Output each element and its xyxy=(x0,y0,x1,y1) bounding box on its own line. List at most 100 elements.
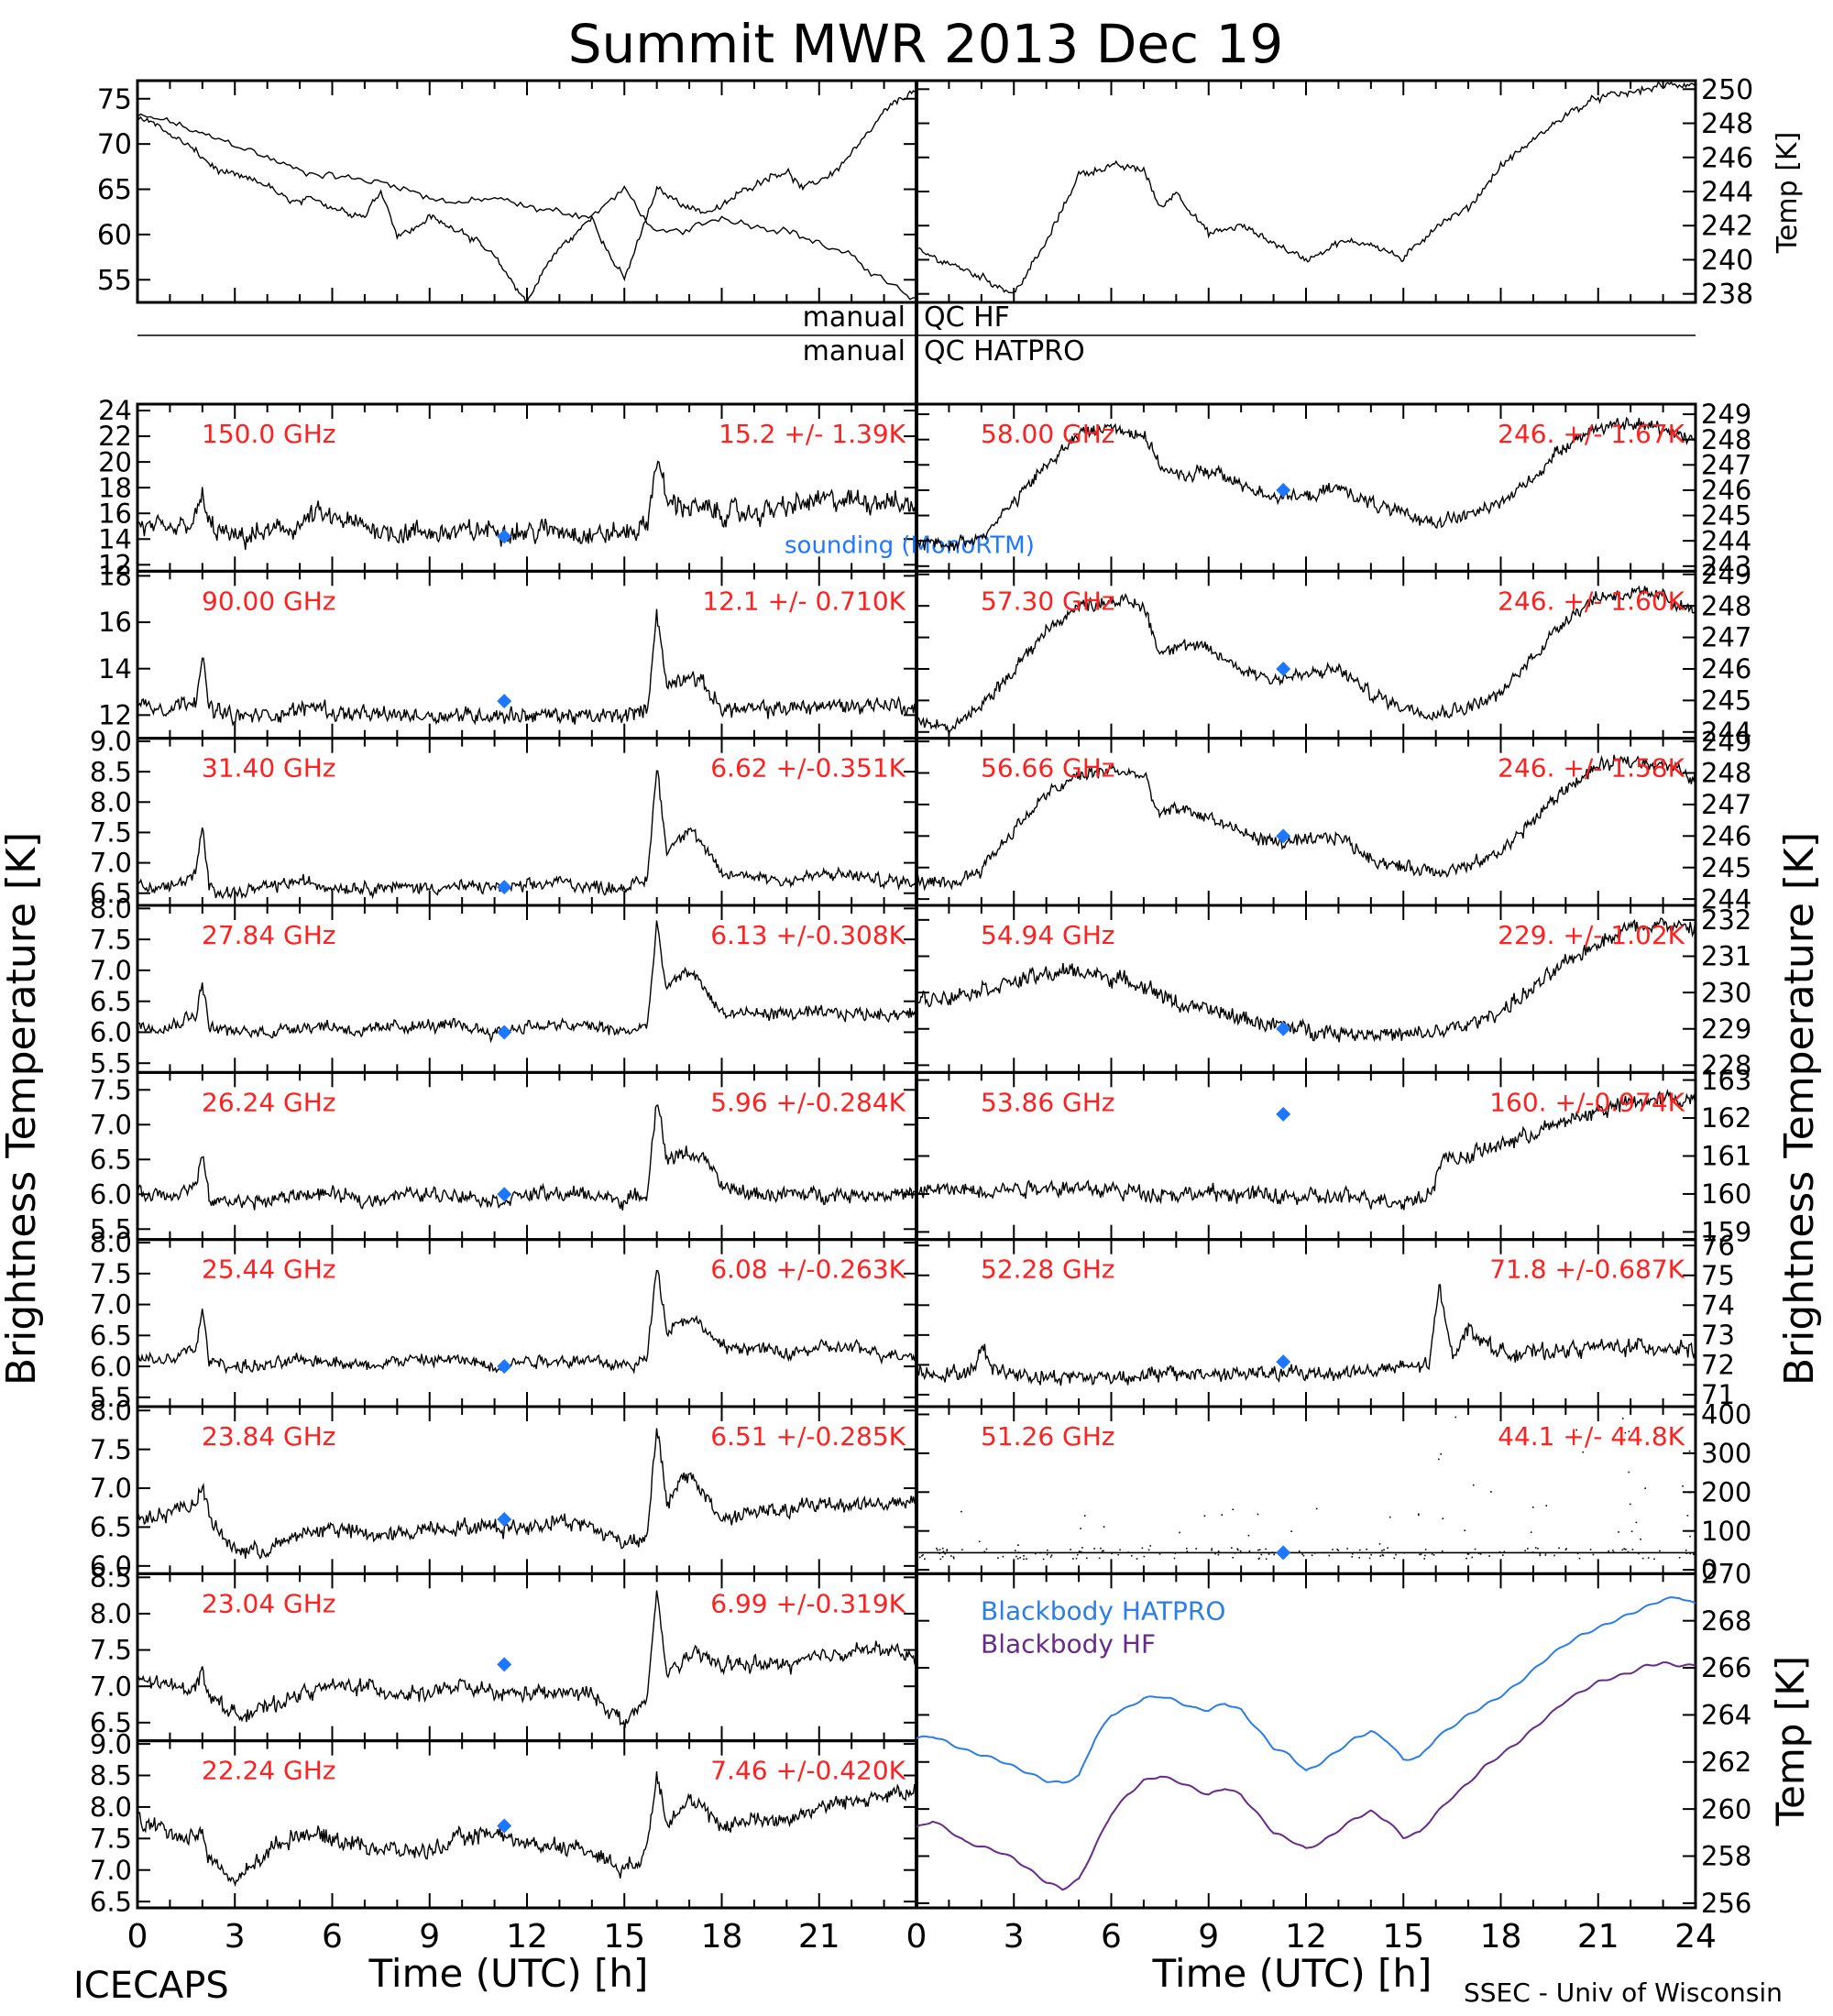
right-panel-6-dot xyxy=(1236,1548,1239,1550)
left-y-5-tick-label: 6.5 xyxy=(90,1320,132,1351)
right-panel-6-dot xyxy=(1231,1547,1233,1549)
bb-y-tick-label: 262 xyxy=(1701,1747,1751,1778)
right-panel-6-dot xyxy=(916,1551,918,1553)
right-panel-6-dot xyxy=(1298,1550,1301,1552)
xlabel-right: Time (UTC) [h] xyxy=(1152,1951,1432,1996)
right-panel-6-dot xyxy=(1592,1553,1595,1556)
left-y-6-tick-label: 8.0 xyxy=(90,1395,132,1426)
x-tick-label-left: 6 xyxy=(322,1918,343,1956)
right-y-6-tick-label: 300 xyxy=(1701,1438,1751,1469)
left-panel-3-trace xyxy=(137,920,916,1044)
right-panel-6-dot xyxy=(1117,1553,1120,1556)
right-panel-5-stat-label: 71.8 +/-0.687K xyxy=(1489,1255,1685,1285)
right-panel-6-dot xyxy=(1103,1550,1104,1552)
right-panel-6-dot xyxy=(1465,1557,1467,1560)
right-panel-1-trace xyxy=(916,585,1696,734)
left-y-8-tick-label: 8.0 xyxy=(90,1791,132,1823)
left-panel-1-trace xyxy=(137,608,916,727)
right-panel-6-dot xyxy=(1143,1555,1146,1558)
right-panel-6-dot xyxy=(942,1550,945,1552)
left-y-5-tick-label: 7.5 xyxy=(90,1258,132,1289)
right-panel-6-dot xyxy=(1576,1552,1579,1555)
right-panel-6-dot xyxy=(1440,1452,1443,1455)
right-panel-6-dot xyxy=(941,1547,944,1550)
left-ylabel: Brightness Temperature [K] xyxy=(0,832,45,1386)
left-y-2-tick-label: 7.0 xyxy=(90,848,132,879)
right-y-0-tick-label: 248 xyxy=(1701,424,1751,455)
right-panel-6-dot xyxy=(950,1555,952,1557)
left-y-8-tick-label: 9.0 xyxy=(90,1728,132,1759)
footer-ssec: SSEC - Univ of Wisconsin xyxy=(1464,1978,1783,2008)
right-panel-6-dot xyxy=(938,1552,941,1555)
left-y-5-tick-label: 8.0 xyxy=(90,1227,132,1258)
left-panel-6-freq-label: 23.84 GHz xyxy=(202,1421,336,1452)
right-y-3-tick-label: 228 xyxy=(1701,1050,1751,1081)
right-panel-6-dot xyxy=(1050,1554,1053,1557)
right-panel-6-dot xyxy=(1438,1458,1440,1461)
right-panel-5-sounding-point xyxy=(1276,1354,1291,1370)
right-panel-6-dot xyxy=(961,1549,963,1550)
right-y-0-tick-label: 244 xyxy=(1701,525,1751,556)
left-y-8-tick-label: 7.5 xyxy=(90,1823,132,1854)
right-panel-6-dot xyxy=(1471,1556,1474,1559)
right-panel-6-dot xyxy=(952,1557,955,1560)
right-panel-6-dot xyxy=(1442,1517,1444,1519)
left-panel-7-freq-label: 23.04 GHz xyxy=(202,1588,336,1618)
right-panel-6-dot xyxy=(1545,1505,1548,1507)
right-panel-6-dot xyxy=(1361,1551,1364,1554)
right-panel-6-dot xyxy=(1395,1553,1397,1556)
right-panel-6-dot xyxy=(1101,1550,1103,1552)
right-panel-6-dot xyxy=(1474,1548,1476,1550)
bb-y-tick-label: 264 xyxy=(1701,1700,1751,1731)
left-panel-3-freq-label: 27.84 GHz xyxy=(202,920,336,950)
left-y-1-tick-label: 18 xyxy=(98,561,132,592)
left-y-0-tick-label: 24 xyxy=(98,395,132,426)
right-panel-6-dot xyxy=(1257,1513,1259,1516)
bb-y-tick-label: 256 xyxy=(1701,1888,1751,1919)
right-panel-6-dot xyxy=(1093,1548,1095,1550)
right-panel-6-dot xyxy=(1147,1549,1150,1551)
left-panel-4-freq-label: 26.24 GHz xyxy=(202,1087,336,1117)
right-panel-6-dot xyxy=(1119,1549,1121,1551)
right-panel-6-dot xyxy=(1302,1554,1305,1557)
right-panel-6-dot xyxy=(1273,1553,1275,1556)
left-panel-3-stat-label: 6.13 +/-0.308K xyxy=(710,920,906,950)
right-y-3-tick-label: 229 xyxy=(1701,1013,1751,1045)
right-panel-6-dot xyxy=(1441,1550,1443,1552)
left-panel-8-sounding-point xyxy=(497,1818,512,1834)
right-panel-6-dot xyxy=(1531,1507,1534,1508)
right-panel-6-dot xyxy=(1083,1515,1086,1517)
right-panel-6-dot xyxy=(1578,1557,1581,1560)
right-panel-6-dot xyxy=(1659,1550,1661,1552)
right-panel-6-dot xyxy=(1080,1528,1081,1529)
left-panel-7-stat-label: 6.99 +/-0.319K xyxy=(710,1588,906,1618)
right-panel-6-dot xyxy=(1301,1553,1303,1555)
right-panel-6-dot xyxy=(1539,1552,1542,1555)
right-panel-6-dot xyxy=(1432,1554,1435,1556)
right-panel-6-dot xyxy=(1290,1530,1292,1532)
right-y-0-tick-label: 243 xyxy=(1701,551,1751,582)
right-y-5-tick-label: 73 xyxy=(1701,1320,1735,1351)
right-panel-6-dot xyxy=(1630,1530,1633,1533)
right-panel-6-dot xyxy=(946,1549,949,1550)
right-panel-6-dot xyxy=(1378,1543,1381,1545)
right-panel-6-dot xyxy=(1454,1416,1457,1419)
left-y-2-tick-label: 8.5 xyxy=(90,756,132,787)
right-panel-6-dot xyxy=(1685,1552,1688,1555)
blackbody-series-1 xyxy=(916,1661,1696,1891)
left-panel-4-trace xyxy=(137,1104,916,1211)
x-tick-label-right: 0 xyxy=(906,1918,927,1956)
rh-y-tick-label: 55 xyxy=(97,265,132,297)
right-panel-6-dot xyxy=(1328,1554,1331,1557)
left-y-0-tick-label: 16 xyxy=(98,498,132,529)
right-panel-6-dot xyxy=(937,1549,938,1551)
right-y-5-tick-label: 75 xyxy=(1701,1260,1735,1291)
right-panel-6-dot xyxy=(1420,1553,1422,1555)
right-panel-6-dot xyxy=(1393,1557,1396,1560)
right-y-3-tick-label: 230 xyxy=(1701,977,1751,1008)
right-panel-6-dot xyxy=(1370,1553,1372,1556)
right-panel-6-dot xyxy=(1431,1552,1433,1555)
right-y-4-tick-label: 163 xyxy=(1701,1065,1751,1096)
right-panel-6-dot xyxy=(1127,1551,1129,1553)
right-panel-4-sounding-point xyxy=(1276,1106,1291,1122)
